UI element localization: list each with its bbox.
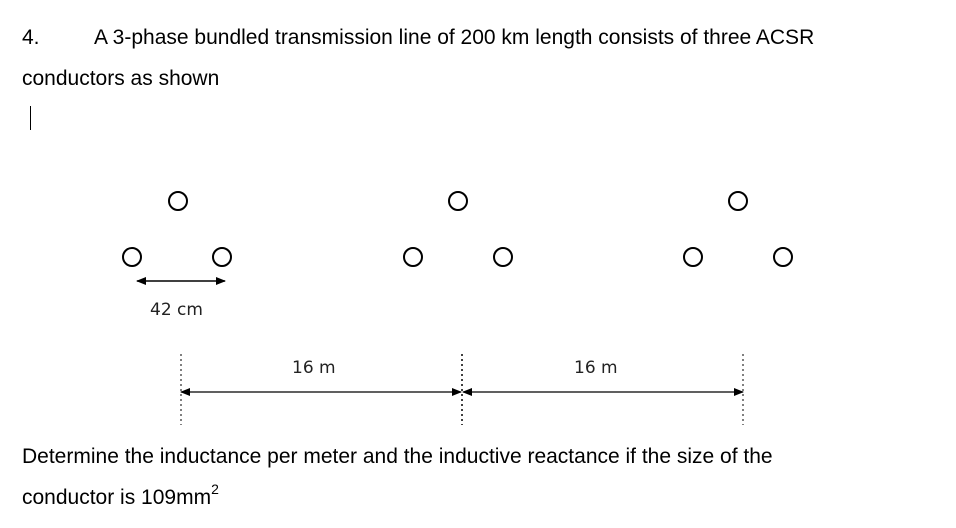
question-ask-continuation: conductor is 109mm2 bbox=[22, 482, 219, 511]
conductor-right bbox=[493, 247, 513, 267]
superscript-exponent: 2 bbox=[211, 481, 219, 497]
question-intro-line: A 3-phase bundled transmission line of 2… bbox=[94, 26, 815, 49]
conductor-left bbox=[683, 247, 703, 267]
text-cursor bbox=[30, 106, 31, 130]
question-number: 4. bbox=[22, 26, 40, 49]
phase-spacing-label-right: 16 m bbox=[574, 358, 618, 378]
bundle-spacing-label: 42 cm bbox=[150, 300, 203, 320]
conductor-size-text: conductor is 109mm bbox=[22, 486, 212, 509]
question-intro-continuation: conductors as shown bbox=[22, 67, 220, 90]
conductor-top bbox=[728, 191, 748, 211]
conductor-top bbox=[448, 191, 468, 211]
conductor-top bbox=[168, 191, 188, 211]
bundle-a bbox=[122, 191, 232, 267]
conductor-left bbox=[403, 247, 423, 267]
question-ask-line: Determine the inductance per meter and t… bbox=[22, 445, 773, 468]
conductor-right bbox=[773, 247, 793, 267]
conductor-left bbox=[122, 247, 142, 267]
phase-spacing-label-left: 16 m bbox=[292, 358, 336, 378]
conductor-right bbox=[212, 247, 232, 267]
bundle-c bbox=[683, 191, 793, 267]
bundle-b bbox=[403, 191, 513, 267]
